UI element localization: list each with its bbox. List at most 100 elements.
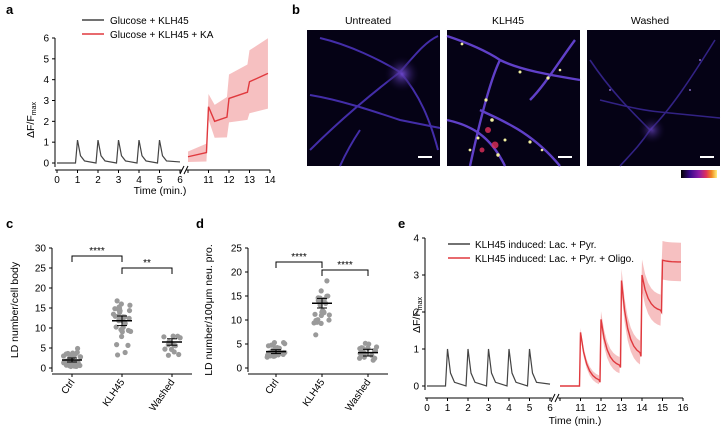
- y-tick-label: 0: [40, 364, 46, 375]
- y-tick-label: 10: [35, 324, 47, 335]
- x-tick-label: 13: [616, 403, 628, 414]
- data-point: [177, 335, 183, 341]
- data-point: [118, 333, 125, 340]
- panel-a-legend: Glucose + KLH45 Glucose + KLH45 + KA: [82, 16, 214, 41]
- data-point: [280, 339, 287, 346]
- x-tick-label: 12: [595, 403, 607, 414]
- data-point: [326, 312, 332, 318]
- data-point: [171, 349, 177, 355]
- panel-b-micrographs: Untreated KLH45 Washed: [307, 15, 721, 178]
- data-point: [126, 315, 132, 321]
- data-point: [324, 278, 330, 284]
- x-tick-label: 1: [445, 403, 451, 414]
- data-point: [366, 341, 372, 347]
- micrograph-title-untreated: Untreated: [345, 15, 391, 27]
- panel-c-chart: LD number/cell body 0 5 10 15 20 25 30 Ctrl KLH4…: [9, 244, 192, 413]
- y-tick-label: 0: [43, 159, 49, 170]
- data-point: [274, 344, 280, 351]
- data-point: [282, 349, 288, 356]
- x-tick-label: 14: [264, 175, 276, 186]
- x-tick-label: 3: [486, 403, 492, 414]
- data-point: [74, 345, 81, 352]
- series-line-black: [427, 348, 551, 387]
- y-tick-label: 2: [413, 308, 419, 319]
- data-point: [373, 344, 380, 350]
- significance-label: **: [143, 258, 151, 269]
- panel-e-ylabel: ΔF/Fmax: [411, 297, 424, 333]
- colorbar-lut: [681, 170, 717, 178]
- y-tick-label: 0: [236, 364, 242, 375]
- series-band-red: [580, 240, 681, 385]
- data-point: [318, 320, 324, 326]
- panel-letter-c: c: [6, 216, 13, 231]
- x-tick-label: 14: [636, 403, 648, 414]
- panel-e-xlabel: Time (min.): [549, 415, 602, 427]
- x-tick-label: 2: [95, 175, 101, 186]
- x-tick-label: 13: [244, 175, 256, 186]
- data-point: [114, 342, 120, 348]
- y-tick-label: 15: [231, 292, 243, 303]
- x-tick-label: 0: [54, 175, 60, 186]
- data-point: [372, 355, 378, 361]
- data-point: [118, 301, 124, 307]
- data-point: [161, 334, 167, 340]
- y-tick-label: 10: [231, 316, 243, 327]
- panel-d-ylabel: LD number/100μm neu. pro.: [203, 244, 215, 376]
- y-tick-label: 6: [43, 34, 49, 45]
- significance-bracket: [275, 261, 323, 268]
- data-point: [114, 352, 121, 358]
- data-point: [66, 363, 73, 369]
- x-tick-label: 2: [465, 403, 471, 414]
- data-point: [119, 329, 125, 335]
- y-tick-label: 2: [43, 117, 49, 128]
- y-tick-label: 3: [413, 271, 419, 282]
- data-point: [112, 306, 118, 312]
- y-tick-label: 1: [43, 138, 49, 149]
- y-tick-label: 30: [35, 244, 47, 255]
- x-tick-label: 5: [157, 175, 163, 186]
- data-point: [326, 317, 332, 323]
- x-tick-label: 4: [136, 175, 142, 186]
- y-tick-label: 20: [231, 268, 243, 279]
- significance-bracket: [321, 269, 369, 276]
- panel-a-ylabel: ΔF/Fmax: [25, 102, 38, 138]
- significance-label: ****: [291, 252, 307, 263]
- data-point: [127, 328, 134, 334]
- significance-label: ****: [337, 260, 353, 271]
- data-point: [77, 354, 83, 360]
- panel-c-ylabel: LD number/cell body: [9, 261, 21, 358]
- x-tick-label: 12: [223, 175, 235, 186]
- y-tick-label: 5: [43, 54, 49, 65]
- micrograph-washed: [587, 30, 721, 167]
- micrograph-untreated: [307, 30, 441, 167]
- x-tick-label: 11: [575, 403, 586, 414]
- axis-break-mark: [550, 393, 556, 403]
- axis-break-mark: [179, 165, 185, 175]
- x-category-label: KLH45: [101, 377, 128, 409]
- micrograph-title-washed: Washed: [631, 15, 669, 27]
- panel-letter-b: b: [292, 2, 300, 17]
- x-category-label: KLH45: [301, 377, 328, 409]
- y-tick-label: 0: [413, 382, 419, 393]
- series-band-red: [188, 38, 268, 162]
- data-point: [165, 352, 172, 358]
- x-tick-label: 16: [677, 403, 689, 414]
- y-tick-label: 20: [35, 284, 47, 295]
- data-point: [315, 295, 321, 301]
- x-tick-label: 3: [116, 175, 122, 186]
- data-point: [126, 307, 133, 314]
- legend-label-e-1: KLH45 induced: Lac. + Pyr.: [475, 240, 596, 251]
- axis-break-mark: [554, 393, 560, 403]
- data-point: [318, 288, 324, 294]
- y-tick-label: 3: [43, 96, 49, 107]
- data-point: [61, 360, 67, 366]
- series-line-red: [560, 259, 682, 387]
- data-point: [325, 293, 331, 299]
- x-tick-label: 1: [75, 175, 81, 186]
- x-tick-label: 6: [547, 403, 553, 414]
- data-point: [265, 352, 271, 358]
- x-category-label: Ctrl: [264, 377, 282, 396]
- panel-letter-e: e: [398, 216, 405, 231]
